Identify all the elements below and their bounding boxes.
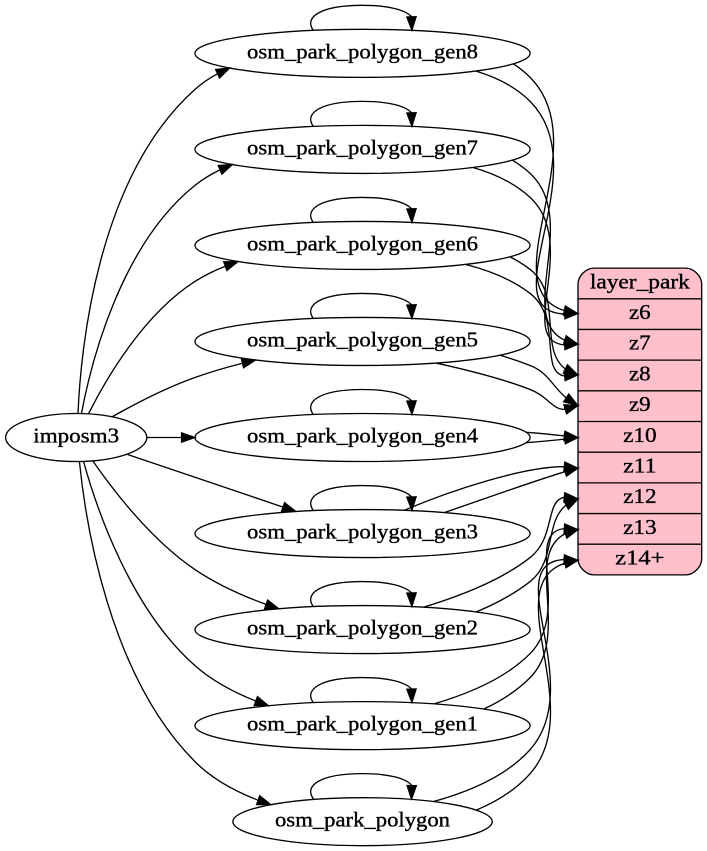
svg-text:osm_park_polygon: osm_park_polygon	[275, 808, 450, 832]
svg-text:osm_park_polygon_gen6: osm_park_polygon_gen6	[247, 231, 478, 255]
svg-text:osm_park_polygon_gen8: osm_park_polygon_gen8	[247, 39, 478, 63]
svg-text:osm_park_polygon_gen5: osm_park_polygon_gen5	[247, 327, 478, 351]
svg-text:z9: z9	[629, 392, 651, 416]
svg-text:osm_park_polygon_gen4: osm_park_polygon_gen4	[247, 423, 478, 447]
svg-text:osm_park_polygon_gen1: osm_park_polygon_gen1	[247, 712, 478, 736]
svg-text:osm_park_polygon_gen3: osm_park_polygon_gen3	[247, 519, 478, 543]
svg-text:z13: z13	[623, 515, 657, 539]
svg-text:z10: z10	[623, 423, 657, 447]
svg-text:z11: z11	[623, 453, 657, 477]
svg-text:imposm3: imposm3	[33, 423, 119, 447]
svg-text:z12: z12	[623, 484, 657, 508]
svg-text:z8: z8	[629, 361, 651, 385]
svg-text:z6: z6	[629, 300, 651, 324]
svg-text:osm_park_polygon_gen2: osm_park_polygon_gen2	[247, 615, 478, 639]
svg-text:osm_park_polygon_gen7: osm_park_polygon_gen7	[247, 135, 478, 159]
svg-text:z14+: z14+	[615, 545, 664, 569]
svg-text:z7: z7	[629, 331, 651, 355]
svg-text:layer_park: layer_park	[590, 269, 690, 293]
